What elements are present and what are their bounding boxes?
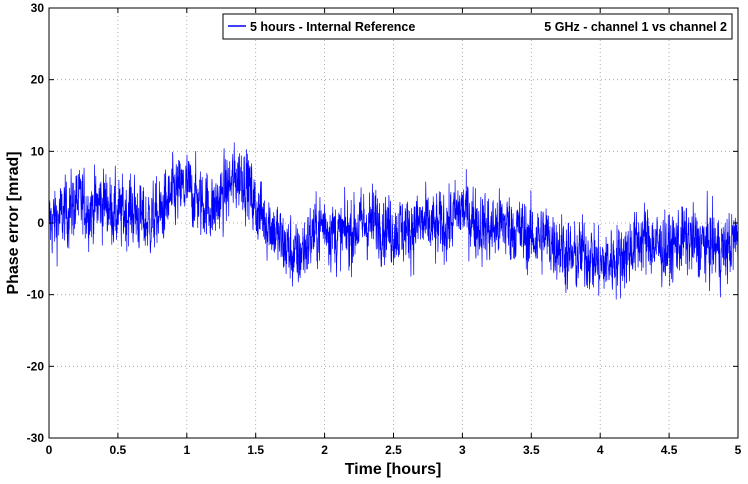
x-tick-label: 0 (46, 443, 53, 457)
x-tick-label: 2 (321, 443, 328, 457)
x-tick-label: 1 (183, 443, 190, 457)
legend-annotation: 5 GHz - channel 1 vs channel 2 (544, 20, 727, 34)
x-tick-label: 4.5 (661, 443, 678, 457)
y-tick-label: -20 (27, 359, 45, 373)
legend-box (222, 13, 733, 40)
legend: 5 hours - Internal Reference 5 GHz - cha… (222, 13, 733, 40)
y-tick-label: -30 (27, 431, 45, 445)
y-axis-label: Phase error [mrad] (5, 151, 22, 294)
x-tick-label: 1.5 (247, 443, 264, 457)
y-tick-label: 20 (31, 73, 45, 87)
y-tick-label: 10 (31, 144, 45, 158)
y-tick-label: 30 (31, 1, 45, 15)
x-tick-label: 0.5 (110, 443, 127, 457)
x-axis-label: Time [hours] (345, 461, 442, 478)
y-tick-labels: -30 -20 -10 0 10 20 30 (27, 1, 45, 445)
axis-ticks (48, 7, 739, 439)
y-tick-label: 0 (37, 216, 44, 230)
grid-lines (49, 8, 738, 438)
series-layer (48, 142, 739, 300)
x-tick-labels: 0 0.5 1 1.5 2 2.5 3 3.5 4 4.5 5 (46, 443, 742, 457)
x-tick-label: 3 (459, 443, 466, 457)
series-line-phase-error (48, 142, 739, 300)
y-tick-label: -10 (27, 288, 45, 302)
legend-series-label: 5 hours - Internal Reference (250, 20, 415, 34)
x-tick-label: 3.5 (523, 443, 540, 457)
x-tick-label: 4 (597, 443, 604, 457)
x-tick-label: 2.5 (385, 443, 402, 457)
x-tick-label: 5 (735, 443, 742, 457)
